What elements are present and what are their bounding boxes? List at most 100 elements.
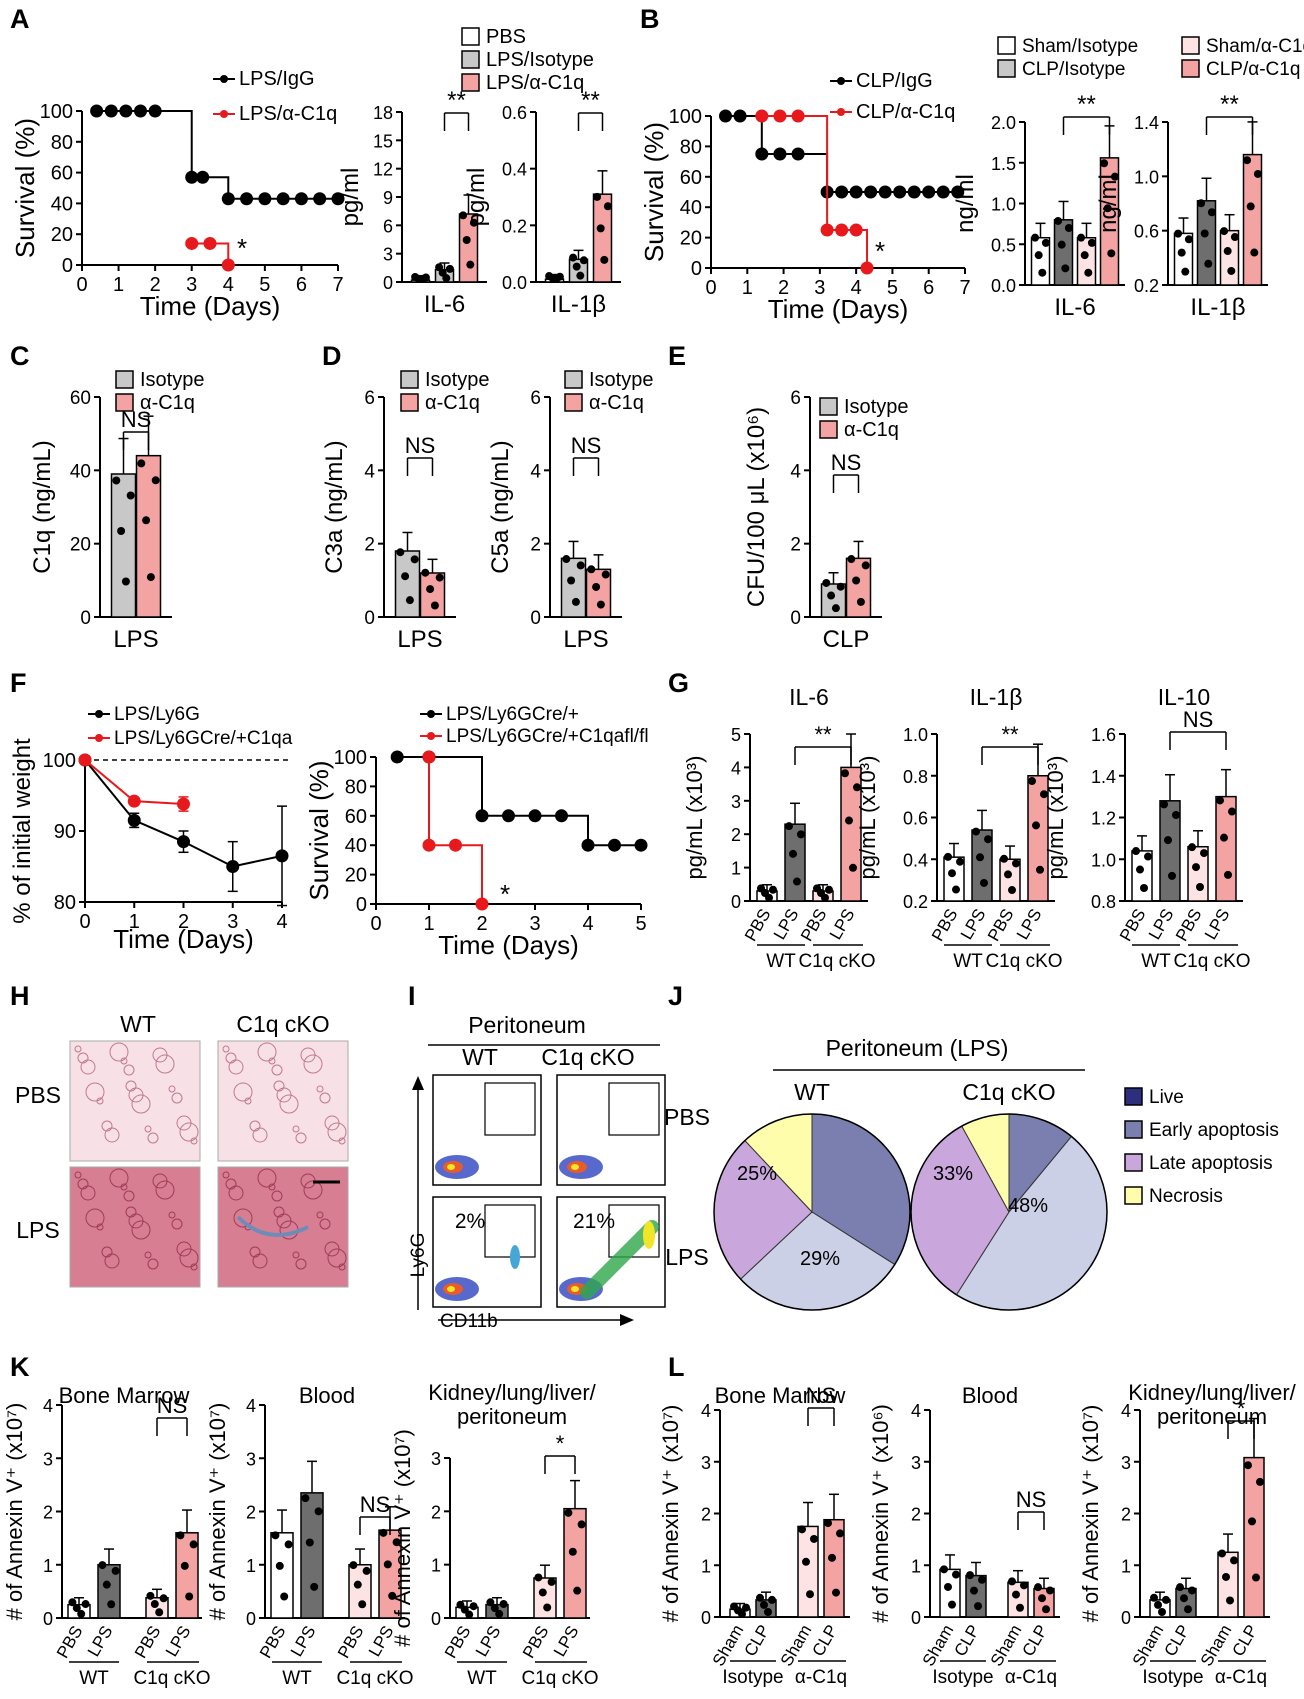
- x-category-label: LPS: [826, 906, 859, 943]
- panel-b-IL-1β: 0.2 0.6 1.0 1.4 ng/ml IL-1β **: [1095, 91, 1268, 321]
- data-point: [1057, 240, 1066, 249]
- tissue-texture: [74, 1045, 82, 1053]
- y-tick-label: 20: [51, 224, 73, 246]
- y-tick-label: 4: [246, 1396, 256, 1416]
- panel-letter-k: K: [10, 1352, 30, 1382]
- data-point: [1150, 1593, 1158, 1602]
- survival-point: [185, 170, 199, 184]
- tissue-texture: [292, 1251, 300, 1259]
- tissue-texture: [295, 1258, 307, 1270]
- weight-point: [226, 860, 240, 873]
- y-tick-label: 9: [383, 188, 393, 208]
- legend-label: Sham/Isotype: [1022, 36, 1138, 57]
- panel-title: Bone Marrow: [715, 1383, 846, 1408]
- data-point: [1184, 1605, 1192, 1614]
- legend-label: α-C1q: [425, 392, 480, 414]
- x-axis-label: LPS: [397, 626, 442, 653]
- y-tick-label: 3: [383, 245, 393, 265]
- data-point: [810, 1534, 818, 1543]
- y-tick-label: 0.0: [991, 276, 1016, 296]
- survival-point: [634, 838, 648, 852]
- legend-swatch: [400, 370, 419, 389]
- data-point: [1207, 208, 1216, 217]
- y-tick-label: 90: [54, 821, 76, 843]
- group-label: C1q cKO: [1173, 951, 1250, 972]
- y-tick-label: 0.8: [903, 767, 928, 787]
- legend-label: CLP/IgG: [856, 70, 933, 92]
- y-tick-label: 0.6: [1134, 222, 1159, 242]
- data-point: [976, 853, 984, 862]
- tissue-texture: [179, 1122, 199, 1142]
- tissue-texture: [168, 1085, 176, 1093]
- significance-label: **: [1001, 722, 1019, 747]
- survival-point: [134, 104, 148, 118]
- data-point: [974, 1602, 982, 1611]
- x-category-label: PBS: [131, 1623, 164, 1662]
- data-point: [1046, 1586, 1054, 1595]
- y-tick-label: 0.2: [903, 892, 928, 912]
- y-axis-label: ng/ml: [1095, 174, 1122, 233]
- data-point: [797, 830, 805, 839]
- survival-point: [449, 838, 462, 852]
- tissue-texture: [80, 1185, 96, 1201]
- y-tick-label: 1.4: [1091, 767, 1116, 787]
- panel-f-legend: LPS/Ly6G LPS/Ly6GCre/+C1qa: [88, 704, 293, 749]
- legend-label: Sham/α-C1q: [1206, 36, 1304, 57]
- legend-label: Isotype: [140, 369, 204, 391]
- y-tick-label: 0.4: [502, 160, 527, 180]
- x-tick-label: 4: [582, 913, 593, 935]
- data-point: [1220, 833, 1228, 842]
- survival-point: [475, 809, 489, 823]
- pie-label: WT: [794, 1079, 830, 1105]
- tissue-texture: [257, 1168, 277, 1188]
- y-tick-label: 4: [530, 461, 541, 482]
- group-label: α-C1q: [1005, 1667, 1057, 1688]
- data-point: [1012, 859, 1020, 868]
- tissue-texture: [179, 1248, 199, 1268]
- data-point: [966, 1571, 974, 1580]
- survival-point: [907, 185, 921, 199]
- panel-e: 0 2 4 6 CFU/100 μL (x10⁶) CLP NS: [743, 388, 882, 653]
- x-tick-label: 0: [705, 277, 716, 299]
- data-point: [469, 1602, 478, 1611]
- legend-label: LPS/Ly6GCre/+: [446, 704, 579, 725]
- y-tick-label: 0.5: [991, 235, 1016, 255]
- x-category-label: PBS: [928, 906, 961, 945]
- data-point: [601, 570, 610, 579]
- data-point: [1160, 800, 1168, 809]
- row-label: LPS: [665, 1244, 708, 1270]
- data-point: [827, 591, 836, 600]
- data-point: [984, 835, 992, 844]
- legend-swatch: [997, 59, 1016, 78]
- survival-point: [104, 104, 118, 118]
- data-point: [978, 1575, 986, 1584]
- y-tick-label: 1: [431, 1556, 441, 1576]
- tissue-texture: [77, 1052, 89, 1064]
- y-tick-label: 100: [669, 106, 702, 128]
- y-tick-label: 3: [43, 1449, 53, 1469]
- significance-label: NS: [121, 407, 152, 432]
- x-category-label: Sham: [1197, 1622, 1236, 1670]
- data-point: [1040, 790, 1048, 799]
- weight-point: [177, 835, 190, 849]
- survival-point: [240, 192, 254, 206]
- y-tick-label: 1.5: [991, 154, 1016, 174]
- cell-population: [510, 1245, 520, 1269]
- data-point: [824, 1519, 832, 1528]
- y-tick-label: 40: [345, 835, 367, 857]
- significance-label: NS: [806, 1383, 837, 1408]
- data-point: [1016, 1603, 1024, 1612]
- y-axis-label: pg/mL (x10³): [1043, 756, 1068, 880]
- data-point: [1041, 238, 1050, 247]
- data-point: [1034, 251, 1043, 260]
- data-point: [1204, 259, 1213, 268]
- tissue-texture: [316, 1211, 324, 1219]
- y-tick-label: 0: [246, 1609, 256, 1629]
- y-tick-label: 2: [701, 1505, 711, 1525]
- data-point: [486, 1598, 495, 1607]
- x-tick-label: 5: [259, 274, 270, 296]
- x-category-label: PBS: [519, 1623, 552, 1662]
- y-tick-label: 20: [345, 865, 367, 887]
- data-point: [151, 476, 160, 485]
- x-tick-label: 4: [276, 911, 287, 933]
